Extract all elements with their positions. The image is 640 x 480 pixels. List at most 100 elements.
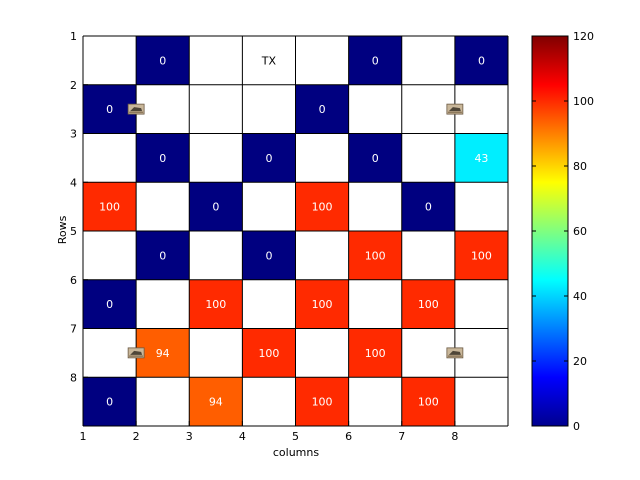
colorbar-tick-label: 100 xyxy=(573,95,594,108)
heatmap-cell xyxy=(295,36,349,85)
x-tick-label: 5 xyxy=(292,430,299,443)
colorbar-ticks: 0 20 40 60 80 100 120 xyxy=(532,30,594,433)
heatmap-cell xyxy=(189,377,243,426)
heatmap-cell xyxy=(242,231,296,280)
colorbar-tick-label: 0 xyxy=(573,420,580,433)
y-tick-label: 8 xyxy=(70,371,77,384)
heatmap-cell xyxy=(401,182,455,231)
heatmap-cell xyxy=(189,279,243,329)
heatmap-cell xyxy=(348,133,402,183)
heatmap-cell xyxy=(348,328,402,378)
heatmap-cell xyxy=(136,84,190,134)
cell-text-label: TX xyxy=(261,54,277,67)
colorbar-tick-label: 80 xyxy=(573,160,587,173)
heatmap-cell xyxy=(454,36,508,85)
heatmap-cell xyxy=(295,84,349,134)
cell-value-label: 0 xyxy=(265,152,272,165)
cell-value-label: 94 xyxy=(209,396,223,409)
heatmap-cell xyxy=(454,328,508,378)
y-tick-label: 1 xyxy=(70,30,77,43)
y-tick-label: 2 xyxy=(70,79,77,92)
y-tick-label: 6 xyxy=(70,274,77,287)
x-tick-label: 3 xyxy=(186,430,193,443)
heatmap-cell xyxy=(295,279,349,329)
colorbar-tick-label: 120 xyxy=(573,30,594,43)
heatmap-cell xyxy=(295,182,349,231)
heatmap-cell xyxy=(136,133,190,183)
y-axis-ticks: 1 2 3 4 5 6 7 8 xyxy=(70,30,88,384)
cell-value-label: 100 xyxy=(471,249,492,262)
x-axis-title: columns xyxy=(273,446,319,459)
cell-value-label: 0 xyxy=(106,298,113,311)
cell-value-label: 0 xyxy=(212,201,219,214)
heatmap-cell xyxy=(189,328,243,378)
heatmap-cell xyxy=(242,377,296,426)
heatmap-cell xyxy=(295,231,349,280)
cell-value-label: 0 xyxy=(372,54,379,67)
cell-value-label: 0 xyxy=(159,152,166,165)
heatmap-cell xyxy=(136,182,190,231)
heatmap-cell xyxy=(83,84,137,134)
heatmap-cell xyxy=(83,231,137,280)
heatmap-cell xyxy=(189,36,243,85)
cell-value-label: 0 xyxy=(478,54,485,67)
y-tick-label: 3 xyxy=(70,128,77,141)
x-tick-label: 2 xyxy=(133,430,140,443)
heatmap-cell xyxy=(454,133,508,183)
cell-value-label: 0 xyxy=(265,249,272,262)
cell-value-labels: 0 0 0 0 0 0 0 0 43 100 0 100 0 0 0 100 100 0 100 100 100 94 10… xyxy=(99,54,492,408)
heatmap-cell xyxy=(401,231,455,280)
heatmap-cell xyxy=(401,84,455,134)
heatmap-cell xyxy=(136,231,190,280)
cell-value-label: 0 xyxy=(372,152,379,165)
y-axis-title: Rows xyxy=(56,215,69,244)
heatmap-cell xyxy=(189,84,243,134)
cell-value-label: 100 xyxy=(312,201,333,214)
heatmap-cell xyxy=(242,84,296,134)
heatmap-cell xyxy=(83,182,137,231)
cell-value-label: 100 xyxy=(418,396,439,409)
heatmap-cell xyxy=(401,133,455,183)
heatmap-cell xyxy=(83,133,137,183)
colorbar-tick-label: 20 xyxy=(573,355,587,368)
heatmap-cell xyxy=(454,182,508,231)
heatmap-cell xyxy=(83,279,137,329)
cell-value-label: 100 xyxy=(258,347,279,360)
heatmap-cell xyxy=(295,328,349,378)
vehicle-markers xyxy=(127,103,464,359)
x-axis-ticks: 1 2 3 4 5 6 7 8 xyxy=(80,421,458,443)
cell-value-label: 100 xyxy=(418,298,439,311)
x-tick-label: 7 xyxy=(398,430,405,443)
heatmap-cell xyxy=(348,182,402,231)
heatmap-cell xyxy=(348,231,402,280)
cell-value-label: 100 xyxy=(365,249,386,262)
heatmap-cell xyxy=(401,377,455,426)
colorbar-tick-label: 40 xyxy=(573,290,587,303)
y-tick-label: 7 xyxy=(70,323,77,336)
cell-value-label: 100 xyxy=(205,298,226,311)
heatmap-cells xyxy=(83,36,508,426)
heatmap-cell xyxy=(454,279,508,329)
heatmap-cell xyxy=(136,36,190,85)
heatmap-cell xyxy=(136,328,190,378)
heatmap-cell xyxy=(401,36,455,85)
cell-value-label: 100 xyxy=(365,347,386,360)
cell-value-label: 43 xyxy=(474,152,488,165)
cell-value-label: 0 xyxy=(106,396,113,409)
cell-value-label: 0 xyxy=(159,54,166,67)
heatmap-cell xyxy=(189,182,243,231)
heatmap-cell xyxy=(242,182,296,231)
heatmap-cell xyxy=(295,133,349,183)
cell-value-label: 0 xyxy=(106,103,113,116)
x-tick-label: 8 xyxy=(451,430,458,443)
heatmap-cell xyxy=(348,279,402,329)
heatmap-cell xyxy=(454,377,508,426)
heatmap-cell xyxy=(242,328,296,378)
cell-value-label: 0 xyxy=(159,249,166,262)
heatmap-cell xyxy=(242,36,296,85)
heatmap-cell xyxy=(83,328,137,378)
colorbar-tick-label: 60 xyxy=(573,225,587,238)
cell-value-label: 100 xyxy=(99,201,120,214)
heatmap-cell xyxy=(401,328,455,378)
heatmap-cell xyxy=(189,231,243,280)
